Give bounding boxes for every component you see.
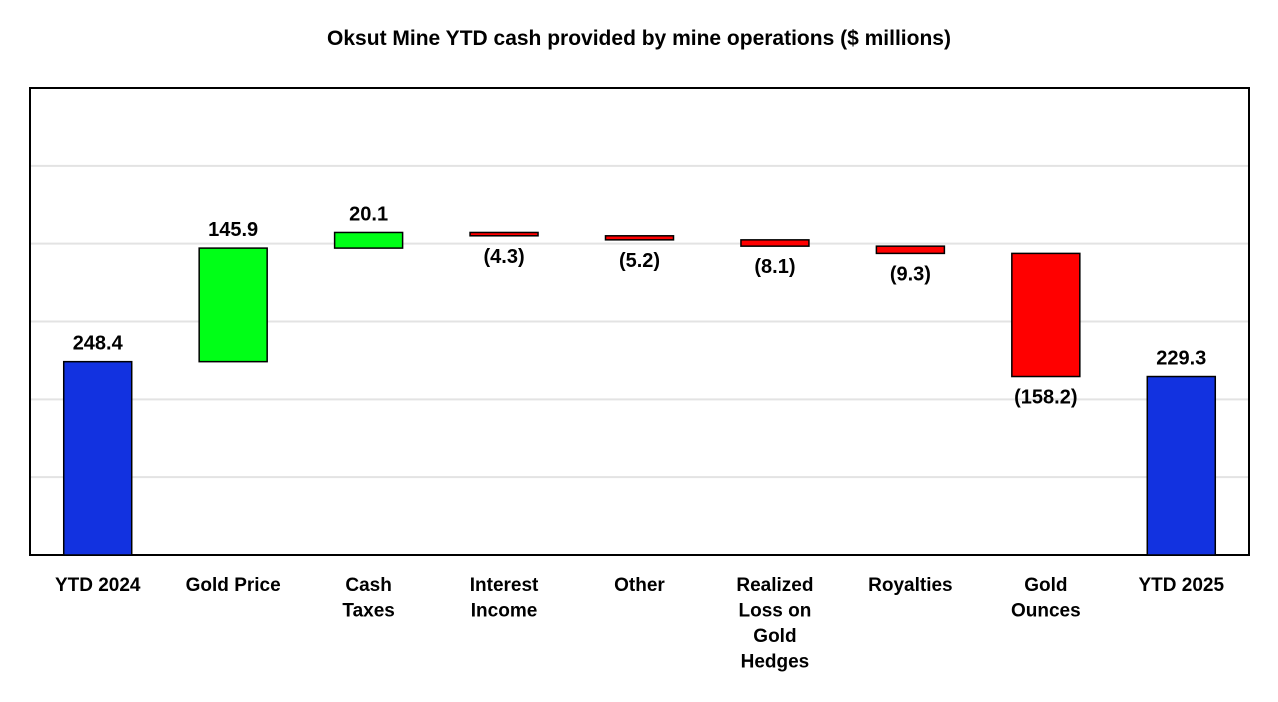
data-label: 229.3 bbox=[1156, 348, 1206, 370]
category-label: Realized bbox=[736, 575, 813, 596]
bar-increase bbox=[333, 231, 404, 249]
category-label: Ounces bbox=[1011, 601, 1081, 622]
data-label: (4.3) bbox=[483, 246, 524, 268]
category-label: Cash bbox=[345, 575, 391, 596]
bar-total bbox=[62, 360, 133, 556]
category-label: Taxes bbox=[342, 601, 394, 622]
data-label: (5.2) bbox=[619, 250, 660, 272]
category-label: YTD 2025 bbox=[1139, 575, 1225, 596]
bars bbox=[62, 231, 1217, 556]
bar-total bbox=[1146, 375, 1217, 556]
category-label: Gold bbox=[753, 626, 796, 647]
category-label: Hedges bbox=[741, 652, 810, 673]
data-label: 248.4 bbox=[73, 333, 124, 355]
bar-decrease bbox=[740, 239, 810, 247]
data-label: (8.1) bbox=[754, 256, 795, 278]
category-label: YTD 2024 bbox=[55, 575, 141, 596]
data-label: (9.3) bbox=[890, 263, 931, 285]
plot-area-border bbox=[29, 87, 1250, 556]
category-label: Loss on bbox=[739, 601, 812, 622]
data-labels: 248.4 145.9 20.1 (4.3) (5.2) (8.1) (9.3) (158.2… bbox=[73, 203, 1207, 408]
category-label: Other bbox=[614, 575, 665, 596]
bar-decrease bbox=[604, 235, 675, 241]
data-label: (158.2) bbox=[1014, 387, 1077, 409]
bar-decrease bbox=[469, 231, 539, 237]
chart-title: Oksut Mine YTD cash provided by mine ope… bbox=[327, 27, 951, 50]
category-label: Royalties bbox=[868, 575, 952, 596]
category-label: Gold bbox=[1024, 575, 1067, 596]
category-label: Interest bbox=[470, 575, 539, 596]
bar-decrease bbox=[875, 245, 946, 255]
data-label: 20.1 bbox=[349, 203, 388, 225]
category-label: Income bbox=[471, 601, 538, 622]
bar-decrease bbox=[1011, 252, 1081, 378]
bar-increase bbox=[198, 247, 268, 363]
category-labels: YTD 2024 Gold Price Cash Taxes Interest Incom… bbox=[55, 575, 1225, 673]
data-label: 145.9 bbox=[208, 219, 258, 241]
category-label: Gold Price bbox=[186, 575, 281, 596]
